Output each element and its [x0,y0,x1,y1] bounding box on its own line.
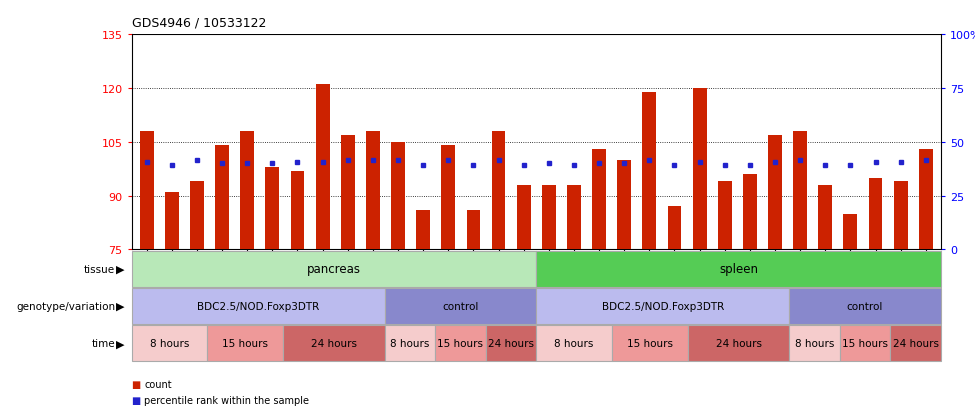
Bar [918,150,933,250]
Text: tissue: tissue [84,264,115,274]
Text: ■: ■ [132,379,140,389]
Text: 24 hours: 24 hours [892,338,939,349]
Text: ▶: ▶ [116,264,124,274]
Bar [316,85,330,250]
Text: ■: ■ [132,395,140,405]
Bar [567,185,581,250]
Bar [692,89,707,250]
Bar [894,182,908,250]
Text: spleen: spleen [720,263,759,275]
Text: control: control [443,301,479,311]
Bar [517,185,530,250]
Bar [416,211,430,250]
Bar [165,192,178,250]
Text: 8 hours: 8 hours [795,338,835,349]
Bar [466,211,481,250]
Text: 15 hours: 15 hours [438,338,484,349]
Text: 8 hours: 8 hours [150,338,189,349]
Text: time: time [92,338,115,349]
Text: 15 hours: 15 hours [842,338,888,349]
Text: count: count [144,379,172,389]
Bar [291,171,304,250]
Bar [240,132,254,250]
Text: ▶: ▶ [116,338,124,349]
Bar [768,135,782,250]
Bar [265,168,279,250]
Text: 24 hours: 24 hours [311,338,357,349]
Bar [341,135,355,250]
Bar [442,146,455,250]
Bar [190,182,204,250]
Text: control: control [847,301,883,311]
Text: 15 hours: 15 hours [222,338,268,349]
Bar [643,93,656,250]
Bar [843,214,857,250]
Bar [592,150,606,250]
Bar [818,185,833,250]
Bar [743,175,757,250]
Text: 8 hours: 8 hours [555,338,594,349]
Bar [542,185,556,250]
Text: BDC2.5/NOD.Foxp3DTR: BDC2.5/NOD.Foxp3DTR [602,301,723,311]
Text: GDS4946 / 10533122: GDS4946 / 10533122 [132,17,266,29]
Bar [215,146,229,250]
Text: percentile rank within the sample: percentile rank within the sample [144,395,309,405]
Bar [617,160,631,250]
Bar [366,132,380,250]
Text: 8 hours: 8 hours [390,338,430,349]
Bar [668,207,682,250]
Text: genotype/variation: genotype/variation [16,301,115,311]
Text: ▶: ▶ [116,301,124,311]
Bar [794,132,807,250]
Text: 24 hours: 24 hours [488,338,534,349]
Bar [869,178,882,250]
Bar [139,132,154,250]
Bar [718,182,731,250]
Bar [491,132,505,250]
Bar [391,142,405,250]
Text: 24 hours: 24 hours [716,338,761,349]
Text: pancreas: pancreas [307,263,361,275]
Text: 15 hours: 15 hours [627,338,673,349]
Text: BDC2.5/NOD.Foxp3DTR: BDC2.5/NOD.Foxp3DTR [197,301,319,311]
